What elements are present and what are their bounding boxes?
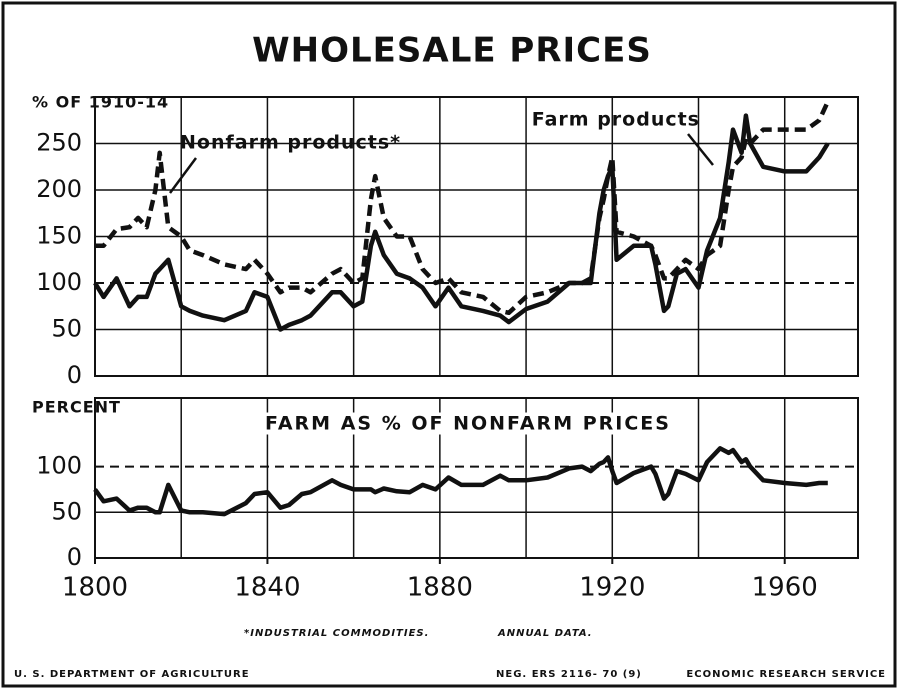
y-tick-label: 100 (36, 268, 82, 296)
y-tick-label: 50 (51, 497, 82, 525)
y-tick-label: 50 (51, 315, 82, 343)
agency: ECONOMIC RESEARCH SERVICE (686, 669, 886, 680)
y-tick-label: 150 (36, 222, 82, 250)
data-note: ANNUAL DATA. (497, 628, 593, 639)
y-tick-label: 200 (36, 175, 82, 203)
footnote: *INDUSTRIAL COMMODITIES. (244, 628, 429, 639)
series-line (93, 446, 828, 517)
x-tick-label: 1960 (752, 573, 818, 603)
y-tick-label: 250 (36, 129, 82, 157)
pointer (168, 157, 198, 194)
subtitle: FARM AS % OF NONFARM PRICES (265, 413, 671, 435)
x-tick-label: 1880 (407, 573, 473, 603)
y-axis-label: % OF 1910-14 (32, 93, 169, 112)
negative-number: NEG. ERS 2116- 70 (9) (496, 669, 642, 680)
y-tick-label: 0 (67, 543, 82, 571)
plot-area (94, 397, 859, 559)
x-tick-label: 1920 (579, 573, 645, 603)
series-annotation: Farm products (532, 109, 700, 131)
pointer (687, 133, 714, 166)
x-tick-label: 1840 (234, 573, 300, 603)
subtitle-bg (259, 412, 677, 435)
y-tick-label: 100 (36, 452, 82, 480)
y-tick-label: 0 (67, 361, 82, 389)
series-line (93, 113, 830, 332)
y-axis-label: PERCENT (32, 398, 121, 417)
series-line (95, 100, 830, 316)
source: U. S. DEPARTMENT OF AGRICULTURE (14, 669, 250, 680)
x-tick-label: 1800 (62, 573, 128, 603)
series-annotation: Nonfarm products* (180, 132, 401, 154)
chart-title: WHOLESALE PRICES (252, 31, 652, 71)
